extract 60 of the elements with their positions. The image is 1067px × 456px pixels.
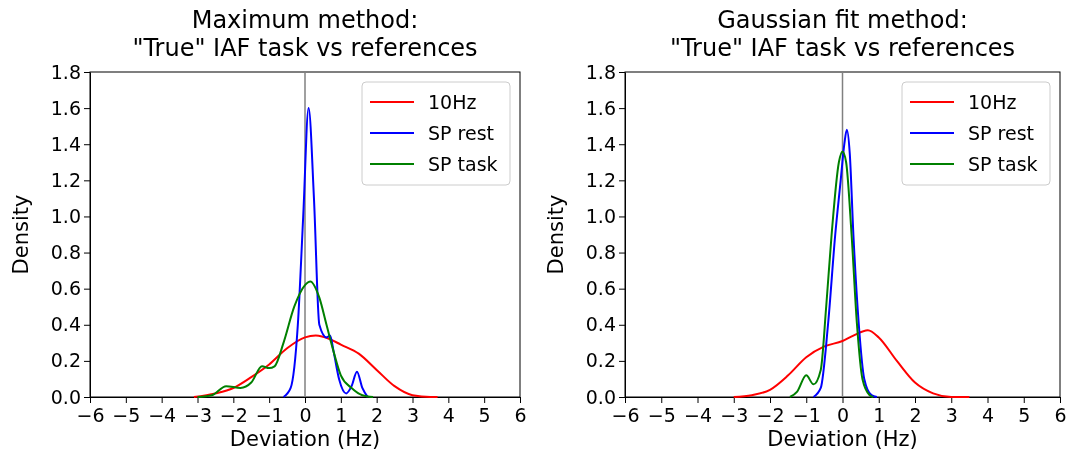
x-tick-label: 6 xyxy=(1054,404,1067,427)
y-tick-label: 0.6 xyxy=(50,277,81,300)
x-tick-label: 3 xyxy=(406,404,420,427)
legend-label: 10Hz xyxy=(428,91,477,113)
y-tick-label: 1.6 xyxy=(585,96,616,119)
legend-label: SP rest xyxy=(428,122,494,144)
y-tick-label: 1.4 xyxy=(585,132,616,155)
x-tick-label: 6 xyxy=(514,404,527,427)
x-tick-label: −4 xyxy=(148,404,177,427)
x-tick-label: −4 xyxy=(683,404,713,427)
line-series xyxy=(812,128,878,398)
x-tick-label: 1 xyxy=(873,404,886,427)
x-tick-label: −2 xyxy=(756,404,785,427)
legend-label: SP task xyxy=(428,153,498,175)
x-axis-title: Deviation (Hz) xyxy=(229,427,381,451)
x-tick-label: −5 xyxy=(647,404,676,427)
line-series xyxy=(192,334,439,398)
y-tick-label: 1.8 xyxy=(50,60,81,83)
y-axis-title: Density xyxy=(544,194,568,275)
x-tick-label: −3 xyxy=(720,404,749,427)
x-tick-label: −2 xyxy=(219,404,248,427)
y-tick-label: 1.6 xyxy=(50,96,81,119)
line-series xyxy=(196,280,375,398)
x-tick-label: 5 xyxy=(478,404,491,427)
y-tick-label: 0.2 xyxy=(50,349,81,372)
x-tick-label: 3 xyxy=(945,404,958,427)
x-tick-label: 1 xyxy=(335,404,348,427)
y-tick-label: 0.8 xyxy=(585,241,616,264)
x-tick-label: 4 xyxy=(981,404,995,427)
chart-title: Maximum method: "True" IAF task vs references xyxy=(132,6,478,62)
chart-title: Gaussian fit method: "True" IAF task vs references xyxy=(669,6,1016,62)
legend-label: SP rest xyxy=(968,122,1034,144)
y-tick-label: 1.2 xyxy=(50,168,81,191)
x-tick-label: −3 xyxy=(183,404,213,427)
y-tick-label: 1.0 xyxy=(50,205,81,228)
x-tick-label: −1 xyxy=(255,404,284,427)
x-tick-label: 0 xyxy=(836,404,850,427)
line-series xyxy=(282,107,369,398)
y-tick-label: 1.4 xyxy=(50,132,81,155)
x-tick-label: −1 xyxy=(792,404,821,427)
x-tick-label: 2 xyxy=(371,404,384,427)
x-tick-label: 5 xyxy=(1018,404,1031,427)
y-tick-label: 1.0 xyxy=(585,205,616,228)
line-series xyxy=(732,329,971,398)
y-tick-label: 1.2 xyxy=(585,168,616,191)
x-tick-label: −5 xyxy=(112,404,141,427)
y-tick-label: 0.8 xyxy=(50,241,81,264)
y-axis-title: Density xyxy=(9,194,33,275)
y-tick-label: 1.8 xyxy=(585,60,616,83)
x-tick-label: 0 xyxy=(299,404,312,427)
y-tick-label: 0.6 xyxy=(585,277,616,300)
x-tick-label: 4 xyxy=(442,404,455,427)
y-tick-label: 0.2 xyxy=(585,349,616,372)
x-axis-title: Deviation (Hz) xyxy=(767,427,918,451)
x-tick-label: 2 xyxy=(909,404,922,427)
legend-label: 10Hz xyxy=(968,91,1017,113)
line-series xyxy=(788,150,875,398)
y-tick-label: 0.4 xyxy=(585,313,616,336)
legend-label: SP task xyxy=(968,153,1038,175)
y-tick-label: 0.4 xyxy=(50,313,81,336)
